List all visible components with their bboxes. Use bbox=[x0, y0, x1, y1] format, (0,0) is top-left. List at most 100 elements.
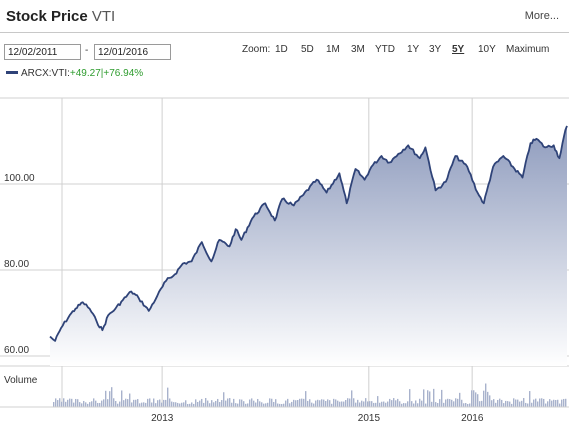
volume-bar bbox=[343, 401, 345, 407]
volume-bar bbox=[553, 399, 555, 407]
volume-bar bbox=[205, 398, 207, 407]
more-link[interactable]: More... bbox=[524, 10, 559, 22]
volume-bar bbox=[323, 399, 325, 407]
volume-bar bbox=[333, 398, 335, 407]
volume-bar bbox=[109, 391, 111, 407]
volume-bar bbox=[281, 403, 283, 407]
zoom-ytd[interactable]: YTD bbox=[375, 44, 395, 55]
x-tick-label: 2016 bbox=[461, 413, 484, 424]
volume-bar bbox=[371, 401, 373, 407]
ticker-symbol: VTI bbox=[91, 8, 116, 25]
volume-bar bbox=[411, 401, 413, 407]
volume-bar bbox=[485, 383, 487, 407]
volume-bar bbox=[153, 398, 155, 407]
volume-bar bbox=[309, 399, 311, 407]
volume-bar bbox=[381, 401, 383, 407]
volume-bar bbox=[469, 403, 471, 407]
volume-bar bbox=[259, 401, 261, 407]
volume-bar bbox=[311, 402, 313, 407]
volume-bar bbox=[517, 399, 519, 407]
zoom-3m[interactable]: 3M bbox=[351, 44, 365, 55]
zoom-5y[interactable]: 5Y bbox=[452, 44, 465, 55]
volume-bar bbox=[167, 387, 169, 407]
volume-bar bbox=[443, 402, 445, 407]
volume-bar bbox=[395, 400, 397, 407]
volume-bar bbox=[477, 394, 479, 407]
volume-bar bbox=[541, 398, 543, 407]
zoom-maximum[interactable]: Maximum bbox=[506, 44, 550, 55]
volume-bar bbox=[135, 399, 137, 407]
volume-bar bbox=[71, 398, 73, 407]
zoom-1d[interactable]: 1D bbox=[275, 44, 288, 55]
volume-bar bbox=[277, 403, 279, 407]
volume-bar bbox=[365, 398, 367, 407]
volume-bar bbox=[307, 400, 309, 407]
chart-legend: ARCX:VTI:+49.27|+76.94% bbox=[6, 68, 143, 79]
y-tick-label: 60.00 bbox=[4, 345, 29, 356]
volume-bar bbox=[227, 398, 229, 407]
volume-bar bbox=[189, 403, 191, 407]
zoom-1y[interactable]: 1Y bbox=[407, 44, 420, 55]
zoom-10y[interactable]: 10Y bbox=[478, 44, 496, 55]
volume-bar bbox=[453, 401, 455, 407]
volume-bar bbox=[279, 403, 281, 407]
y-tick-label: 100.00 bbox=[4, 173, 35, 184]
y-tick-label: 80.00 bbox=[4, 259, 29, 270]
zoom-5d[interactable]: 5D bbox=[301, 44, 314, 55]
volume-bar bbox=[237, 403, 239, 407]
volume-bar bbox=[181, 402, 183, 407]
zoom-3y[interactable]: 3Y bbox=[429, 44, 442, 55]
legend-series-name: ARCX:VTI: bbox=[21, 68, 70, 79]
volume-bar bbox=[509, 401, 511, 407]
volume-bar bbox=[523, 398, 525, 407]
widget-header: Stock Price VTI More... bbox=[0, 0, 569, 32]
volume-bar bbox=[405, 403, 407, 407]
volume-bar bbox=[537, 401, 539, 407]
end-date-input[interactable] bbox=[94, 44, 171, 60]
volume-bar bbox=[283, 403, 285, 407]
volume-bar bbox=[305, 391, 307, 407]
volume-bar bbox=[341, 401, 343, 407]
volume-bar bbox=[203, 402, 205, 407]
volume-bar bbox=[547, 401, 549, 407]
volume-bar bbox=[249, 399, 251, 407]
volume-bar bbox=[303, 398, 305, 407]
volume-bar bbox=[497, 399, 499, 407]
volume-bar bbox=[261, 402, 263, 407]
volume-bar bbox=[61, 401, 63, 407]
volume-bar bbox=[157, 400, 159, 407]
volume-bar bbox=[267, 402, 269, 407]
volume-bar bbox=[145, 402, 147, 407]
x-tick-label: 2013 bbox=[151, 413, 174, 424]
volume-bar bbox=[219, 402, 221, 407]
volume-bar bbox=[407, 401, 409, 407]
volume-bar bbox=[533, 399, 535, 407]
volume-bar bbox=[347, 398, 349, 407]
start-date-input[interactable] bbox=[4, 44, 81, 60]
volume-bar bbox=[123, 400, 125, 407]
price-line[interactable] bbox=[49, 125, 568, 342]
volume-bar bbox=[111, 387, 113, 407]
volume-bar bbox=[313, 403, 315, 407]
volume-bar bbox=[511, 403, 513, 407]
volume-bar bbox=[75, 398, 77, 407]
volume-bar bbox=[361, 400, 363, 407]
volume-bar bbox=[397, 398, 399, 407]
volume-bar bbox=[141, 402, 143, 407]
volume-bar bbox=[69, 398, 71, 407]
volume-bar bbox=[549, 399, 551, 407]
volume-bar bbox=[539, 398, 541, 407]
volume-bar bbox=[293, 399, 295, 407]
volume-bar bbox=[515, 399, 517, 407]
volume-bar bbox=[137, 399, 139, 407]
volume-bar bbox=[289, 403, 291, 407]
volume-bar bbox=[199, 400, 201, 407]
volume-bar bbox=[119, 401, 121, 407]
volume-bar bbox=[207, 400, 209, 407]
volume-bar bbox=[449, 399, 451, 407]
volume-bar bbox=[95, 400, 97, 407]
volume-bar bbox=[241, 399, 243, 407]
zoom-1m[interactable]: 1M bbox=[326, 44, 340, 55]
zoom-label: Zoom: bbox=[242, 44, 271, 55]
